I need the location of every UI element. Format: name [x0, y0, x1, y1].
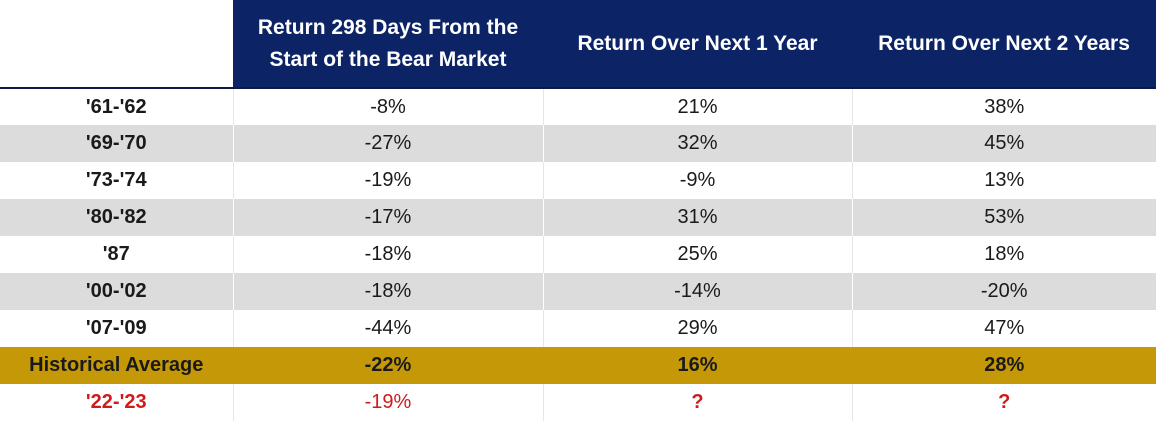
return-1yr-cell: 25%: [542, 236, 852, 273]
return-298-cell: -44%: [232, 310, 543, 347]
period-cell: '00-'02: [0, 273, 233, 310]
current-return-298-cell: -19%: [232, 384, 543, 421]
header-return-298-days: Return 298 Days From the Start of the Be…: [233, 0, 543, 88]
return-298-cell: -8%: [232, 88, 543, 125]
average-return-1yr-cell: 16%: [542, 347, 852, 384]
header-row: Return 298 Days From the Start of the Be…: [0, 0, 1156, 88]
period-cell: '07-'09: [85, 317, 147, 339]
period-cell: '87: [102, 243, 130, 265]
current-return-2yr-cell: ?: [851, 384, 1156, 421]
return-298-cell: -18%: [232, 273, 543, 310]
average-return-298-cell: -22%: [232, 347, 543, 384]
return-298-cell: -18%: [232, 236, 543, 273]
table-row: '73-'74 -19% -9% 13%: [0, 162, 1156, 199]
return-2yr-cell: 47%: [851, 310, 1156, 347]
return-1yr-cell: 29%: [542, 310, 852, 347]
average-return-2yr-cell: 28%: [851, 347, 1156, 384]
header-return-next-1-year: Return Over Next 1 Year: [543, 0, 852, 88]
current-return-1yr-cell: ?: [542, 384, 852, 421]
return-2yr-cell: 53%: [851, 199, 1156, 236]
table-row: '61-'62 -8% 21% 38%: [0, 88, 1156, 125]
average-label-cell: Historical Average: [0, 347, 233, 384]
current-period-cell: '22-'23: [85, 391, 147, 413]
return-2yr-cell: 38%: [851, 88, 1156, 125]
return-298-cell: -17%: [232, 199, 543, 236]
table-row: '87 -18% 25% 18%: [0, 236, 1156, 273]
return-1yr-cell: -9%: [542, 162, 852, 199]
period-cell: '61-'62: [85, 95, 147, 118]
return-1yr-cell: 31%: [542, 199, 852, 236]
table-row: '00-'02 -18% -14% -20%: [0, 273, 1156, 310]
header-period: [0, 0, 233, 88]
table-row: '07-'09 -44% 29% 47%: [0, 310, 1156, 347]
period-cell: '73-'74: [85, 169, 147, 191]
return-298-cell: -19%: [232, 162, 543, 199]
table-row: '80-'82 -17% 31% 53%: [0, 199, 1156, 236]
current-bear-market-row: '22-'23 -19% ? ?: [0, 384, 1156, 421]
return-2yr-cell: -20%: [851, 273, 1156, 310]
return-1yr-cell: 21%: [542, 88, 852, 125]
table-body: '61-'62 -8% 21% 38% '69-'70 -27% 32% 45%…: [0, 88, 1156, 421]
table-row: '69-'70 -27% 32% 45%: [0, 125, 1156, 162]
return-1yr-cell: -14%: [542, 273, 852, 310]
period-cell: '80-'82: [0, 199, 233, 236]
header-return-next-2-years: Return Over Next 2 Years: [852, 0, 1156, 88]
table-header: Return 298 Days From the Start of the Be…: [0, 0, 1156, 88]
period-cell: '69-'70: [0, 125, 233, 162]
return-1yr-cell: 32%: [542, 125, 852, 162]
return-298-cell: -27%: [232, 125, 543, 162]
historical-average-row: Historical Average -22% 16% 28%: [0, 347, 1156, 384]
return-2yr-cell: 13%: [851, 162, 1156, 199]
return-2yr-cell: 18%: [851, 236, 1156, 273]
return-2yr-cell: 45%: [851, 125, 1156, 162]
